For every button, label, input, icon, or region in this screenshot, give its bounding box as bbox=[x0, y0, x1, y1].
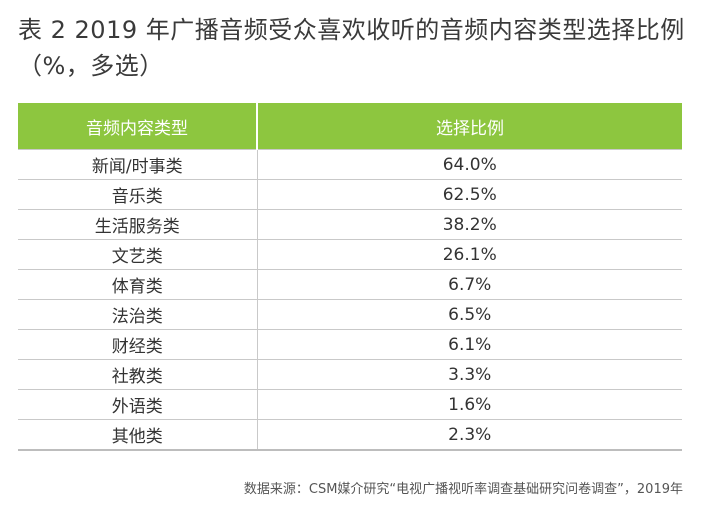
content-type-cell: 音乐类 bbox=[18, 179, 258, 210]
content-type-cell: 法治类 bbox=[18, 299, 258, 330]
ratio-cell: 26.1% bbox=[257, 239, 682, 270]
ratio-cell: 6.7% bbox=[257, 269, 682, 300]
data-table-container: 音频内容类型 选择比例 新闻/时事类 64.0% 音乐类 62.5% 生活服务类… bbox=[18, 103, 682, 451]
ratio-cell: 3.3% bbox=[257, 359, 682, 390]
content-type-cell: 社教类 bbox=[18, 359, 258, 390]
ratio-cell: 1.6% bbox=[257, 389, 682, 420]
header-content-type: 音频内容类型 bbox=[18, 103, 258, 150]
table-row: 外语类 1.6% bbox=[18, 389, 682, 420]
ratio-cell: 38.2% bbox=[257, 209, 682, 240]
table-row: 新闻/时事类 64.0% bbox=[18, 149, 682, 180]
table-row: 文艺类 26.1% bbox=[18, 239, 682, 270]
data-source-note: 数据来源：CSM媒介研究“电视广播视听率调查基础研究问卷调查”，2019年 bbox=[243, 482, 683, 497]
content-type-cell: 新闻/时事类 bbox=[18, 149, 258, 180]
ratio-cell: 6.5% bbox=[257, 299, 682, 330]
content-type-cell: 财经类 bbox=[18, 329, 258, 360]
content-type-cell: 外语类 bbox=[18, 389, 258, 420]
table-row: 体育类 6.7% bbox=[18, 269, 682, 300]
page-title: 表 2 2019 年广播音频受众喜欢收听的音频内容类型选择比例（%，多选） bbox=[18, 16, 685, 80]
table-row: 生活服务类 38.2% bbox=[18, 209, 682, 240]
header-selection-ratio: 选择比例 bbox=[257, 103, 682, 150]
table-row: 其他类 2.3% bbox=[18, 419, 682, 451]
ratio-cell: 64.0% bbox=[257, 149, 682, 180]
content-type-cell: 其他类 bbox=[18, 419, 258, 451]
content-type-cell: 文艺类 bbox=[18, 239, 258, 270]
data-table: 音频内容类型 选择比例 新闻/时事类 64.0% 音乐类 62.5% 生活服务类… bbox=[18, 103, 682, 451]
table-row: 财经类 6.1% bbox=[18, 329, 682, 360]
content-type-cell: 生活服务类 bbox=[18, 209, 258, 240]
table-row: 音乐类 62.5% bbox=[18, 179, 682, 210]
ratio-cell: 2.3% bbox=[257, 419, 682, 451]
table-row: 法治类 6.5% bbox=[18, 299, 682, 330]
ratio-cell: 62.5% bbox=[257, 179, 682, 210]
content-type-cell: 体育类 bbox=[18, 269, 258, 300]
ratio-cell: 6.1% bbox=[257, 329, 682, 360]
table-header-row: 音频内容类型 选择比例 bbox=[18, 103, 682, 150]
table-row: 社教类 3.3% bbox=[18, 359, 682, 390]
